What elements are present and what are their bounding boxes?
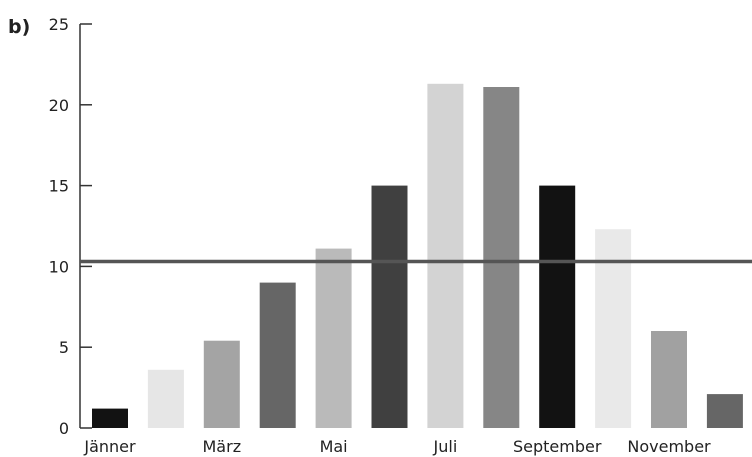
bar xyxy=(595,229,632,428)
y-tick-label: 25 xyxy=(49,15,69,34)
bar xyxy=(92,408,128,428)
y-axis: 0 5 10 15 20 25 xyxy=(49,15,92,438)
y-tick-label: 5 xyxy=(59,338,69,357)
y-tick-label: 15 xyxy=(49,177,69,196)
x-tick-label: Juli xyxy=(433,437,458,456)
x-tick-label: Jänner xyxy=(83,437,136,456)
x-axis-labels: Jänner März Mai Juli September November xyxy=(83,437,711,456)
x-tick-label: September xyxy=(513,437,602,456)
x-tick-label: November xyxy=(627,437,711,456)
y-tick-label: 10 xyxy=(49,257,69,276)
bar xyxy=(371,185,408,428)
bar xyxy=(483,87,520,428)
bar xyxy=(706,394,743,428)
bar xyxy=(427,83,464,429)
y-tick-label: 0 xyxy=(59,419,69,438)
bar xyxy=(203,340,240,428)
part-label: b) xyxy=(8,16,30,38)
bar xyxy=(259,282,296,428)
bar xyxy=(147,369,184,428)
bar xyxy=(539,185,576,428)
bar xyxy=(315,248,352,428)
y-tick-label: 20 xyxy=(49,96,69,115)
x-tick-label: Mai xyxy=(320,437,348,456)
bars xyxy=(92,83,743,429)
bar xyxy=(651,331,687,428)
x-tick-label: März xyxy=(203,437,242,456)
